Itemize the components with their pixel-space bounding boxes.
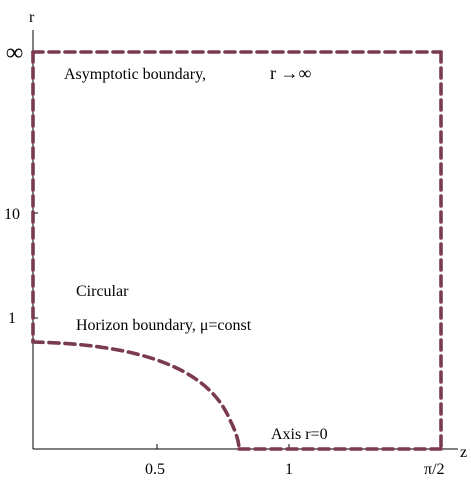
circular-label: Circular <box>76 283 129 300</box>
horizon-boundary-curve <box>31 340 241 451</box>
y-tick-label-10: 10 <box>4 206 20 223</box>
y-axis-label: r <box>29 9 35 26</box>
x-axis-label: z <box>460 444 467 461</box>
x-tick-label-0-5: 0.5 <box>145 461 165 478</box>
asymptotic-limit-label: r →∞ <box>270 63 311 83</box>
asymptotic-boundary-label: Asymptotic boundary, <box>64 66 206 83</box>
horizon-boundary-label: Horizon boundary, μ=const <box>76 317 252 334</box>
x-tick-label-pi-2: π/2 <box>424 461 445 478</box>
y-tick-label-infinity: ∞ <box>6 40 23 66</box>
y-tick-label-1: 1 <box>8 310 16 327</box>
x-tick-label-1: 1 <box>285 461 293 478</box>
axis-label: Axis r=0 <box>271 426 328 443</box>
